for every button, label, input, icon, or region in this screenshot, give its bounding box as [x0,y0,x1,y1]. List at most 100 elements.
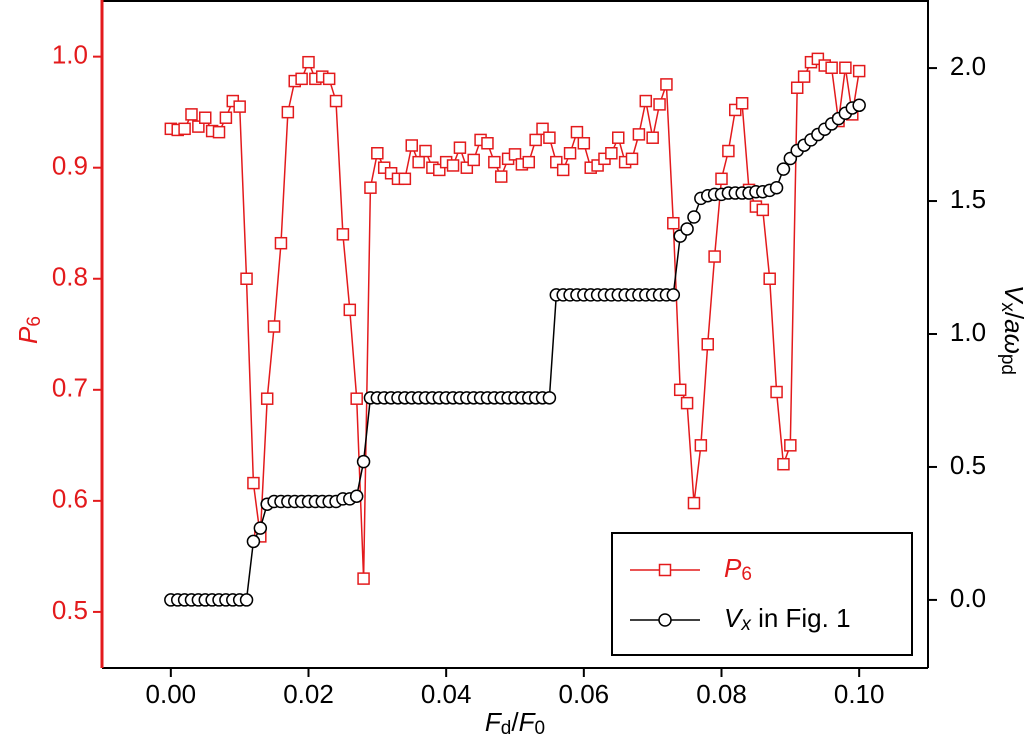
point [460,161,474,174]
point [240,272,253,285]
point [239,593,254,607]
legend-marker [658,613,672,627]
point [267,320,281,333]
point [233,100,246,113]
point [405,139,418,152]
point [295,72,308,86]
point [852,64,866,78]
point [852,98,866,113]
point [467,153,480,167]
x-tick-label: 0.02 [283,679,334,709]
y-tick-label: 1.0 [52,40,88,70]
point [625,152,639,166]
point [246,534,261,549]
point [605,147,618,160]
x-tick-label: 0.00 [146,679,197,709]
point [577,137,591,150]
point [550,155,563,169]
point [364,181,377,194]
point [756,203,770,217]
legend-label: P6 [724,553,752,585]
point [722,144,735,158]
point [570,125,584,139]
point [192,120,205,133]
point [715,172,728,186]
point [825,61,838,74]
point [494,170,508,183]
y-tick-label: 0.7 [52,373,88,403]
y2-tick-label: 2.0 [950,51,986,81]
point [412,155,425,169]
point [433,163,446,177]
point [811,52,825,66]
point [563,147,577,160]
point [302,55,315,69]
point [776,162,791,176]
point [797,70,811,83]
point [769,180,784,195]
point [212,125,226,139]
y-tick-label: 0.5 [52,595,88,625]
series-markers [164,52,866,585]
point [639,94,653,108]
y2-tick-label: 0.0 [950,583,986,613]
point [784,439,797,452]
y-tick-label: 0.6 [52,484,88,514]
x-tick-label: 0.04 [421,679,472,709]
point [543,131,556,144]
point [680,222,694,236]
point [687,210,701,224]
point [839,61,852,74]
point [446,159,460,172]
y-tick-label: 0.8 [52,262,88,292]
x-tick-label: 0.06 [559,679,610,709]
point [729,103,742,117]
y2-tick-label: 1.0 [950,317,986,347]
point [274,236,288,250]
point [646,131,659,144]
point [653,98,666,111]
point [329,94,343,108]
legend-box [611,532,913,656]
point [508,148,522,161]
point [247,476,260,490]
point [281,105,295,119]
point [556,163,570,177]
point [632,128,646,141]
y-axis-label: P6 [13,316,45,344]
point [536,122,549,136]
point [350,392,363,405]
point [336,228,350,241]
point [178,122,191,136]
point [790,81,804,94]
point [343,303,357,317]
point [219,111,233,124]
point [488,155,501,169]
point [481,137,494,150]
point [694,439,708,452]
point [612,131,625,144]
point [591,159,604,172]
legend-label: Vx in Fig. 1 [724,603,851,635]
point [419,144,432,158]
point [763,272,776,285]
point [522,155,536,169]
point [666,288,681,302]
point [185,108,198,121]
legend-marker [658,563,672,577]
point [349,489,364,503]
y2-tick-label: 1.5 [950,184,986,214]
point [398,172,412,186]
point [667,216,680,230]
y2-axis-label: Vx/aωpd [997,285,1029,375]
point [701,338,714,351]
series-markers [164,98,866,607]
point [777,457,790,471]
point [371,147,384,160]
point [660,78,673,91]
point [680,396,694,410]
point [260,392,274,405]
y-tick-label: 0.9 [52,151,88,181]
series-line [170,104,860,601]
